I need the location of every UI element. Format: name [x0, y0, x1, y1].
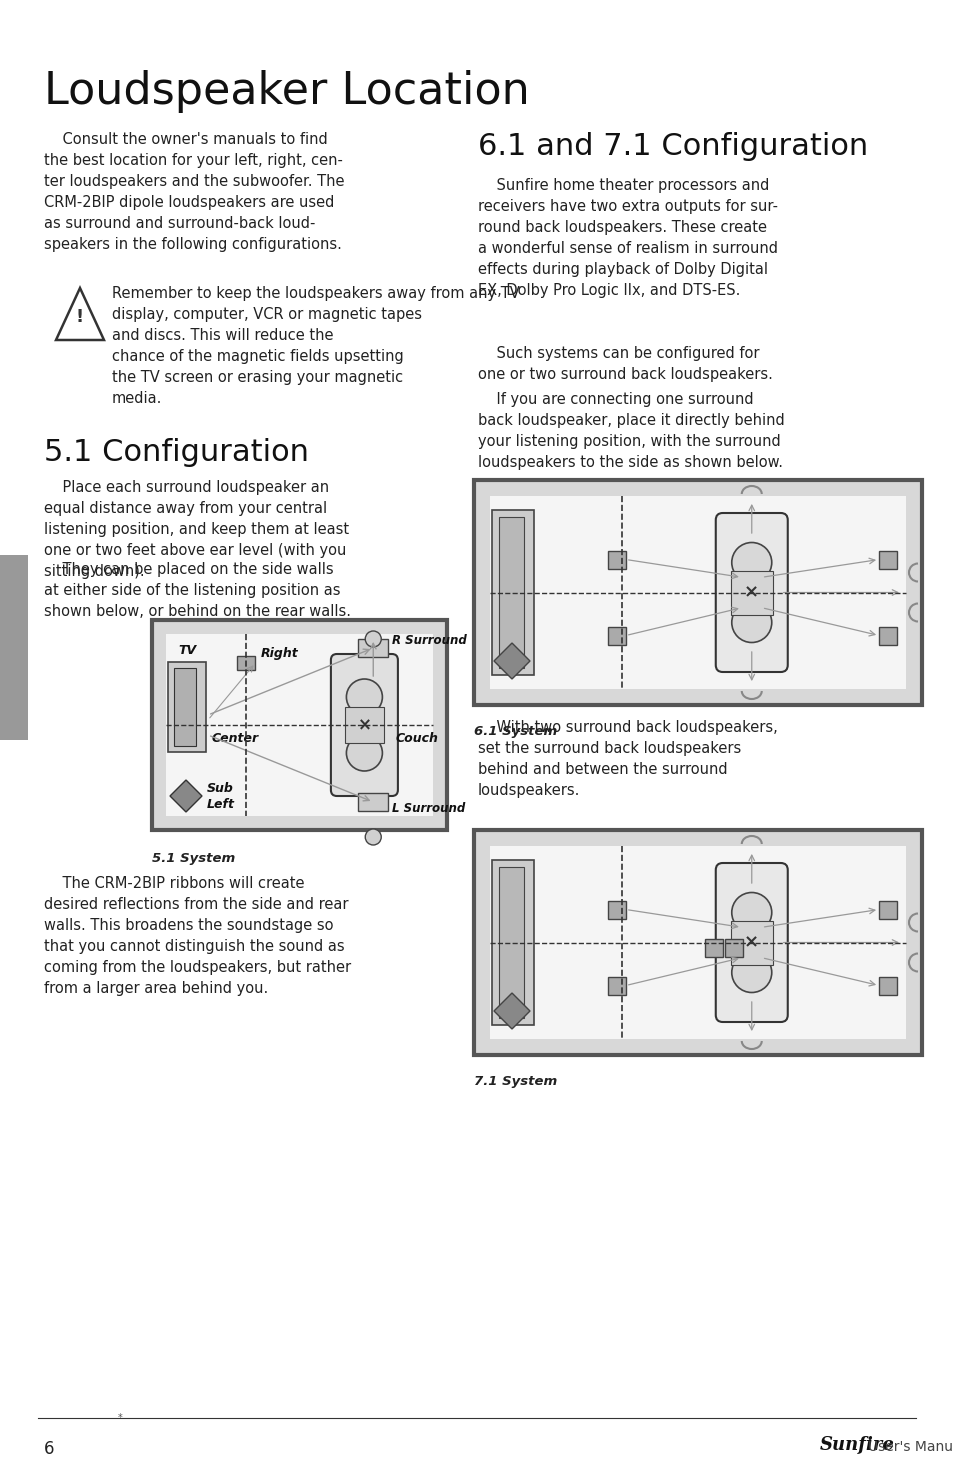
Text: Sunfire: Sunfire: [820, 1437, 894, 1454]
Text: The CRM-2BIP ribbons will create
desired reflections from the side and rear
wall: The CRM-2BIP ribbons will create desired…: [44, 876, 351, 996]
Circle shape: [346, 678, 382, 715]
Text: Consult the owner's manuals to find
the best location for your left, right, cen-: Consult the owner's manuals to find the …: [44, 131, 344, 252]
Polygon shape: [494, 993, 530, 1030]
Text: R Surround: R Surround: [392, 634, 467, 648]
Bar: [345, 707, 383, 743]
Text: Remember to keep the loudspeakers away from any TV
display, computer, VCR or mag: Remember to keep the loudspeakers away f…: [112, 286, 519, 406]
Polygon shape: [170, 780, 202, 813]
Text: 5.1 System: 5.1 System: [152, 853, 235, 864]
Text: 5.1 Configuration: 5.1 Configuration: [44, 438, 309, 468]
Circle shape: [365, 829, 381, 845]
Bar: [878, 901, 896, 919]
Text: Place each surround loudspeaker an
equal distance away from your central
listeni: Place each surround loudspeaker an equal…: [44, 479, 349, 580]
Bar: [704, 938, 722, 956]
Text: L Surround: L Surround: [392, 802, 465, 816]
Bar: [878, 627, 896, 645]
Text: With two surround back loudspeakers,
set the surround back loudspeakers
behind a: With two surround back loudspeakers, set…: [477, 720, 777, 798]
Text: 6.1 and 7.1 Configuration: 6.1 and 7.1 Configuration: [477, 131, 867, 161]
Bar: [0, 555, 28, 740]
Bar: [168, 662, 206, 752]
Text: Such systems can be configured for
one or two surround back loudspeakers.: Such systems can be configured for one o…: [477, 347, 772, 382]
Text: Loudspeaker Location: Loudspeaker Location: [44, 69, 529, 114]
Text: Left: Left: [207, 798, 234, 810]
Bar: [474, 830, 921, 1055]
Text: 7.1 System: 7.1 System: [474, 1075, 557, 1089]
Circle shape: [731, 543, 771, 583]
Bar: [878, 976, 896, 994]
Text: ×: ×: [743, 584, 759, 602]
Bar: [730, 571, 772, 615]
FancyBboxPatch shape: [331, 653, 397, 796]
Bar: [607, 976, 625, 994]
Bar: [237, 656, 255, 670]
Bar: [724, 938, 742, 956]
Text: Sunfire home theater processors and
receivers have two extra outputs for sur-
ro: Sunfire home theater processors and rece…: [477, 178, 778, 298]
Bar: [166, 634, 433, 816]
Bar: [490, 496, 905, 689]
Polygon shape: [494, 643, 530, 678]
Bar: [173, 668, 195, 746]
Text: User's Manual: User's Manual: [867, 1440, 953, 1454]
Circle shape: [346, 735, 382, 771]
Text: *: *: [117, 1413, 122, 1423]
Bar: [474, 479, 921, 705]
Text: Center: Center: [212, 733, 259, 745]
FancyBboxPatch shape: [715, 863, 787, 1022]
Bar: [358, 639, 388, 656]
Text: ×: ×: [743, 934, 759, 951]
Text: !: !: [76, 308, 84, 326]
Bar: [730, 920, 772, 965]
Bar: [492, 860, 534, 1025]
Bar: [492, 510, 534, 676]
Text: If you are connecting one surround
back loudspeaker, place it directly behind
yo: If you are connecting one surround back …: [477, 392, 784, 471]
Text: Couch: Couch: [395, 733, 438, 745]
Bar: [152, 620, 447, 830]
Bar: [878, 550, 896, 568]
FancyBboxPatch shape: [715, 513, 787, 673]
Bar: [607, 550, 625, 568]
Text: They can be placed on the side walls
at either side of the listening position as: They can be placed on the side walls at …: [44, 562, 351, 620]
Bar: [358, 794, 388, 811]
Bar: [607, 901, 625, 919]
Text: Sub: Sub: [207, 782, 233, 795]
Bar: [490, 847, 905, 1038]
Text: TV: TV: [178, 645, 196, 656]
Circle shape: [365, 631, 381, 648]
Circle shape: [731, 602, 771, 643]
Circle shape: [731, 892, 771, 932]
Text: Right: Right: [260, 648, 298, 661]
Bar: [498, 867, 523, 1018]
Bar: [498, 518, 523, 668]
Text: 6: 6: [44, 1440, 54, 1457]
Text: 6.1 System: 6.1 System: [474, 726, 557, 738]
Bar: [607, 627, 625, 645]
Text: ×: ×: [357, 715, 371, 735]
Circle shape: [731, 953, 771, 993]
